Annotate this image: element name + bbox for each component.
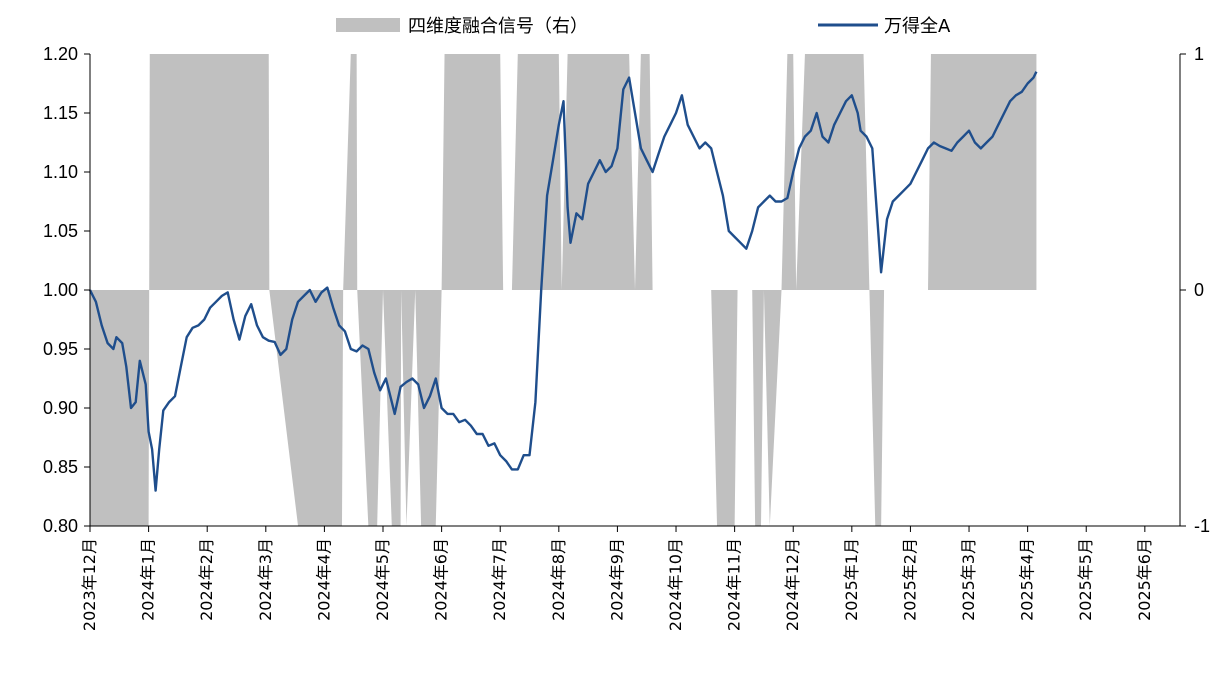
index-line	[88, 71, 1038, 492]
x-tick-label: 2024年2月	[197, 538, 216, 621]
x-tick-label: 2025年4月	[1018, 538, 1037, 621]
y-left-tick-label: 1.20	[43, 44, 78, 64]
y-right-tick-label: -1	[1194, 516, 1210, 536]
y-left-tick-label: 0.95	[43, 339, 78, 359]
y-left-tick-label: 0.90	[43, 398, 78, 418]
x-tick-label: 2024年12月	[783, 538, 802, 631]
x-tick-label: 2025年1月	[842, 538, 861, 621]
y-left-tick-label: 1.00	[43, 280, 78, 300]
x-tick-label: 2024年5月	[373, 538, 392, 621]
x-tick-label: 2025年3月	[959, 538, 978, 621]
y-left-tick-label: 0.85	[43, 457, 78, 477]
x-tick-label: 2023年12月	[80, 538, 99, 631]
x-tick-label: 2025年6月	[1135, 538, 1154, 621]
x-tick-label: 2024年11月	[725, 538, 744, 631]
x-tick-label: 2024年1月	[139, 538, 158, 621]
x-tick-label: 2024年6月	[432, 538, 451, 621]
legend-area-swatch	[336, 18, 400, 32]
y-left-tick-label: 1.05	[43, 221, 78, 241]
plot-area	[88, 54, 1038, 526]
legend: 四维度融合信号（右） 万得全A	[336, 16, 951, 37]
y-left-tick-label: 1.15	[43, 103, 78, 123]
y-left-tick-label: 1.10	[43, 162, 78, 182]
x-tick-label: 2024年4月	[314, 538, 333, 621]
legend-area-label: 四维度融合信号（右）	[408, 16, 588, 37]
y-left-tick-label: 0.80	[43, 516, 78, 536]
x-tick-label: 2024年9月	[607, 538, 626, 621]
x-tick-label: 2025年2月	[900, 538, 919, 621]
x-tick-label: 2024年10月	[666, 538, 685, 631]
x-tick-label: 2024年3月	[256, 538, 275, 621]
x-tick-label: 2025年5月	[1076, 538, 1095, 621]
x-tick-label: 2024年8月	[549, 538, 568, 621]
y-right-tick-label: 0	[1194, 280, 1204, 300]
legend-line-label: 万得全A	[884, 16, 951, 37]
axes: 0.80 0.85 0.90 0.95 1.00 1.05 1.10 1.15 1.20 -1 0 1…	[43, 44, 1210, 631]
x-tick-label: 2024年7月	[490, 538, 509, 621]
signal-area	[90, 54, 1037, 526]
y-right-tick-label: 1	[1194, 44, 1204, 64]
